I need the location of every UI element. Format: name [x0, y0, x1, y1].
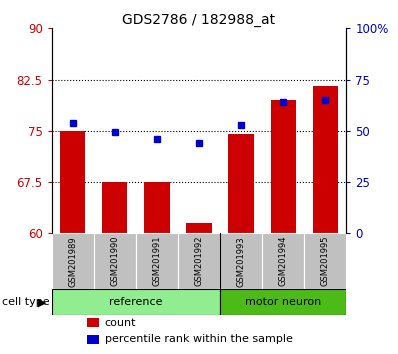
Title: GDS2786 / 182988_at: GDS2786 / 182988_at — [123, 13, 275, 27]
Bar — [102, 182, 127, 233]
Bar — [87, 335, 99, 344]
Bar — [136, 233, 178, 289]
Text: GSM201995: GSM201995 — [321, 236, 330, 286]
Bar — [262, 233, 304, 289]
Bar — [304, 233, 346, 289]
Bar — [94, 233, 136, 289]
Bar — [87, 318, 99, 327]
Bar — [60, 131, 86, 233]
Bar — [220, 233, 262, 289]
Bar — [144, 182, 170, 233]
Bar — [220, 289, 346, 315]
Bar — [52, 233, 94, 289]
Text: GSM201989: GSM201989 — [68, 236, 77, 286]
Text: reference: reference — [109, 297, 163, 307]
Text: GSM201992: GSM201992 — [195, 236, 203, 286]
Bar — [228, 134, 254, 233]
Bar — [312, 86, 338, 233]
Bar — [186, 223, 212, 233]
Bar — [271, 100, 296, 233]
Text: motor neuron: motor neuron — [245, 297, 321, 307]
Text: GSM201991: GSM201991 — [152, 236, 162, 286]
Text: GSM201990: GSM201990 — [110, 236, 119, 286]
Text: GSM201993: GSM201993 — [236, 236, 246, 286]
Text: cell type: cell type — [2, 297, 50, 307]
Text: count: count — [105, 318, 136, 328]
Bar — [178, 233, 220, 289]
Text: GSM201994: GSM201994 — [279, 236, 288, 286]
Text: ▶: ▶ — [37, 297, 46, 307]
Text: percentile rank within the sample: percentile rank within the sample — [105, 334, 293, 344]
Bar — [52, 289, 220, 315]
